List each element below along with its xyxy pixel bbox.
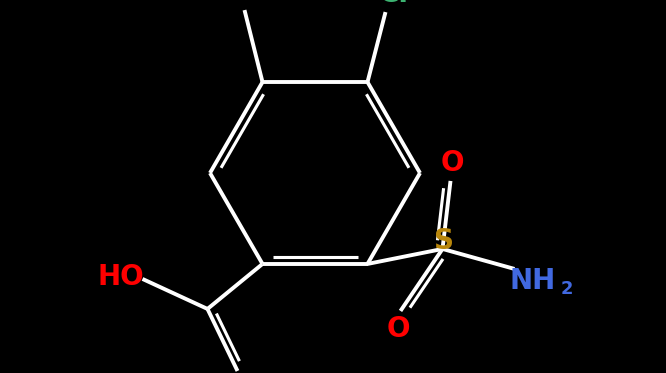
Text: 2: 2 <box>560 280 573 298</box>
Text: HO: HO <box>97 263 144 291</box>
Text: S: S <box>434 227 454 255</box>
Text: O: O <box>387 315 410 343</box>
Text: Cl: Cl <box>378 0 408 8</box>
Text: F: F <box>230 0 249 6</box>
Text: O: O <box>441 149 464 177</box>
Text: NH: NH <box>509 267 555 295</box>
